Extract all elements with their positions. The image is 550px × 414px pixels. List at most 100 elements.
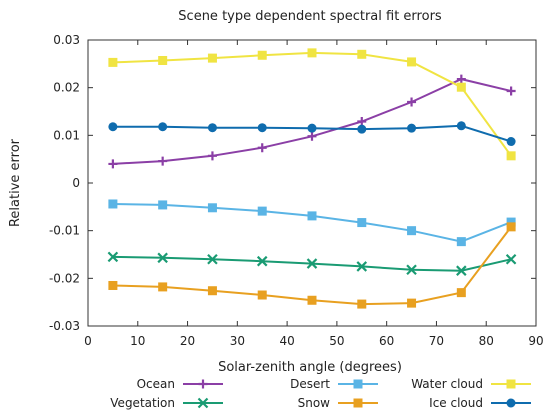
water-cloud-point: [257, 50, 267, 60]
vegetation-point: [306, 258, 318, 269]
vegetation-point: [256, 255, 268, 267]
x-tick-label: 50: [329, 334, 344, 348]
snow-point: [108, 280, 118, 290]
vegetation-point: [505, 253, 517, 265]
water-cloud-point: [407, 57, 417, 67]
legend-label: Water cloud: [411, 377, 483, 391]
desert-point: [158, 200, 168, 210]
y-tick-label: 0: [72, 176, 80, 190]
legend-item-water-cloud: Water cloud: [411, 377, 531, 391]
desert-point: [456, 237, 466, 247]
series-desert: [108, 199, 516, 247]
water-cloud-point: [506, 151, 516, 161]
x-tick-label: 30: [230, 334, 245, 348]
legend-label: Ocean: [137, 377, 175, 391]
snow-point: [158, 282, 168, 292]
legend-marker: [198, 379, 208, 389]
vegetation-point: [406, 264, 417, 276]
legend-marker: [506, 398, 516, 408]
ocean-point: [456, 74, 466, 84]
y-tick-label: -0.01: [49, 224, 80, 238]
legend-label: Ice cloud: [429, 396, 483, 410]
legend-label: Desert: [290, 377, 330, 391]
legend-item-vegetation: Vegetation: [110, 396, 223, 410]
water-cloud-point: [307, 48, 317, 58]
water-cloud-point: [108, 57, 118, 67]
desert-point: [357, 218, 367, 228]
desert-point: [108, 199, 118, 209]
snow-point: [257, 290, 267, 300]
snow-point: [506, 222, 516, 232]
ocean-line: [112, 78, 512, 165]
desert-point: [506, 217, 516, 227]
snow-point: [357, 299, 367, 309]
vegetation-point: [207, 253, 218, 265]
x-tick-label: 80: [479, 334, 494, 348]
water-cloud-point: [357, 49, 367, 59]
snow-point: [407, 298, 417, 308]
legend-marker: [197, 397, 209, 409]
vegetation-point: [107, 251, 119, 263]
water-cloud-point: [456, 82, 466, 92]
series-ice-cloud: [108, 121, 516, 147]
series-snow: [108, 222, 516, 309]
legend-marker: [353, 379, 363, 389]
legend-marker: [506, 379, 516, 389]
water-cloud-point: [158, 55, 168, 65]
x-tick-label: 40: [279, 334, 294, 348]
legend-item-ocean: Ocean: [137, 377, 223, 391]
y-tick-label: -0.03: [49, 319, 80, 333]
desert-point: [307, 211, 317, 221]
legend-item-snow: Snow: [298, 396, 378, 410]
x-axis-ticks: 0 10 20 30 40 50 60 70 80 90: [84, 40, 544, 348]
y-axis-label: Relative error: [8, 138, 23, 227]
desert-line: [112, 203, 512, 243]
ice-cloud-point: [158, 122, 168, 132]
x-tick-label: 20: [180, 334, 195, 348]
ocean-point: [158, 156, 168, 166]
x-tick-label: 60: [379, 334, 394, 348]
ice-cloud-point: [108, 122, 118, 132]
ice-cloud-point: [506, 137, 516, 147]
ocean-point: [357, 117, 367, 127]
vegetation-point: [157, 252, 168, 264]
series-water-cloud: [108, 48, 516, 161]
legend: Ocean Desert Water cloud Vegetation Snow Ice …: [110, 377, 531, 410]
y-axis-ticks: -0.03 -0.02 -0.01 0 0.01 0.02 0.03: [49, 33, 536, 333]
ocean-point: [407, 97, 417, 107]
legend-item-ice-cloud: Ice cloud: [429, 396, 531, 410]
ocean-point: [108, 159, 118, 169]
ocean-point: [307, 131, 317, 141]
ice-cloud-point: [456, 121, 466, 131]
ice-cloud-point: [357, 124, 367, 134]
ice-cloud-point: [407, 123, 417, 133]
ocean-point: [506, 86, 516, 96]
snow-point: [307, 295, 317, 305]
desert-point: [207, 203, 217, 213]
y-tick-label: 0.02: [53, 81, 80, 95]
legend-label: Vegetation: [110, 396, 175, 410]
chart-title: Scene type dependent spectral fit errors: [178, 9, 442, 24]
legend-marker: [353, 398, 363, 408]
ocean-point: [207, 151, 217, 161]
ice-cloud-point: [307, 123, 317, 133]
x-tick-label: 90: [528, 334, 543, 348]
y-tick-label: 0.01: [53, 128, 80, 142]
ocean-point: [257, 143, 267, 153]
vegetation-point: [356, 261, 368, 272]
y-tick-label: 0.03: [53, 33, 80, 47]
legend-item-desert: Desert: [290, 377, 378, 391]
water-cloud-point: [207, 53, 217, 63]
x-tick-label: 10: [130, 334, 145, 348]
snow-point: [456, 288, 466, 298]
legend-label: Snow: [298, 396, 331, 410]
x-tick-label: 0: [84, 334, 92, 348]
ice-cloud-point: [207, 123, 217, 133]
y-tick-label: -0.02: [49, 271, 80, 285]
series-vegetation: [107, 251, 517, 276]
x-axis-label: Solar-zenith angle (degrees): [218, 360, 402, 375]
desert-point: [407, 226, 417, 236]
x-tick-label: 70: [429, 334, 444, 348]
snow-point: [207, 286, 217, 296]
